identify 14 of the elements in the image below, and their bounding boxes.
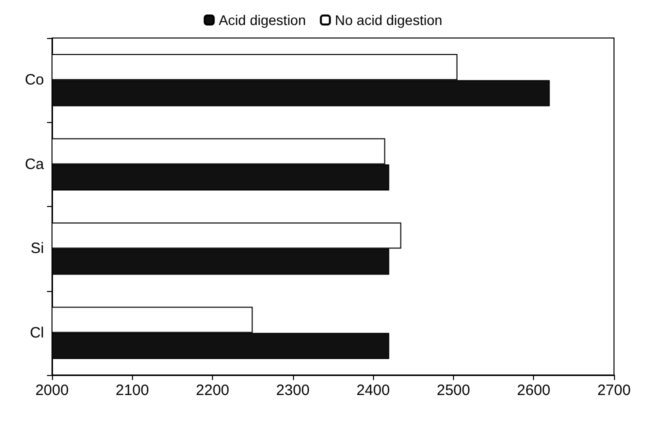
x-tick-label: 2400: [356, 382, 390, 399]
x-tick-label: 2100: [116, 382, 149, 399]
x-tick-label: 2700: [597, 382, 631, 399]
y-tick-label: Si: [30, 240, 44, 258]
legend-label: Acid digestion: [218, 12, 306, 28]
x-tick-label: 2600: [517, 382, 550, 399]
y-tick-label: Ca: [24, 156, 45, 173]
y-tick-label: Co: [24, 72, 44, 89]
x-tick-label: 2000: [35, 382, 69, 399]
x-tick-label: 2500: [436, 382, 470, 399]
x-tick-label: 2300: [276, 382, 310, 399]
legend-label: No acid digestion: [334, 12, 442, 28]
y-tick-label: Cl: [30, 324, 44, 342]
x-tick-label: 2200: [196, 382, 230, 399]
